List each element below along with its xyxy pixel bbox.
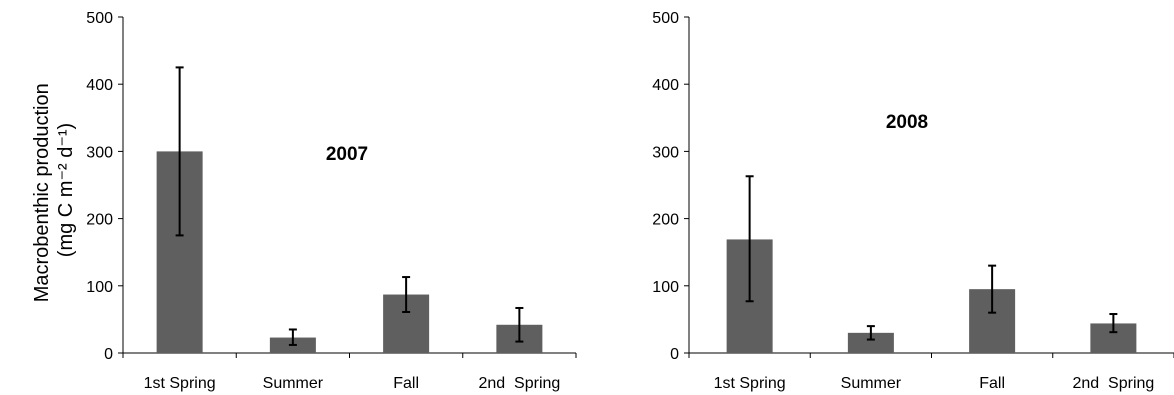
y-tick-label: 300 <box>652 144 679 161</box>
y-axis-label-line2: (mg C m⁻² d⁻¹) <box>55 123 77 257</box>
x-category-label: Fall <box>393 375 419 392</box>
x-category-label: 2nd Spring <box>1072 375 1154 392</box>
y-tick-label: 400 <box>652 77 679 94</box>
x-category-label: 2nd Spring <box>478 375 560 392</box>
bar <box>847 332 894 353</box>
y-tick-label: 200 <box>86 212 113 229</box>
x-category-label: Fall <box>979 375 1005 392</box>
y-axis-label: Macrobenthic production (mg C m⁻² d⁻¹) <box>31 78 77 303</box>
y-tick-label: 300 <box>86 144 113 161</box>
y-tick-label: 500 <box>86 10 113 27</box>
y-tick-label: 400 <box>86 77 113 94</box>
chart-panel-2008: 0 100 200 300 400 500 1st Spring Summer Fall 2nd … <box>652 10 1174 392</box>
x-category-label: Summer <box>263 375 324 392</box>
y-axis-label-line1: Macrobenthic production <box>31 83 53 302</box>
y-tick-label: 100 <box>86 279 113 296</box>
y-tick-label: 0 <box>670 346 679 363</box>
x-category-label: Summer <box>841 375 902 392</box>
y-tick-label: 500 <box>652 10 679 27</box>
panel-title: 2008 <box>886 112 928 133</box>
y-tick-label: 0 <box>104 346 113 363</box>
y-tick-label: 100 <box>652 279 679 296</box>
chart-panel-2007: 0 100 200 300 400 500 1st Spring Summer Fall 2nd … <box>86 10 577 392</box>
x-category-label: 1st Spring <box>144 375 216 392</box>
x-category-label: 1st Spring <box>714 375 786 392</box>
y-tick-label: 200 <box>652 212 679 229</box>
panel-title: 2007 <box>326 144 368 165</box>
